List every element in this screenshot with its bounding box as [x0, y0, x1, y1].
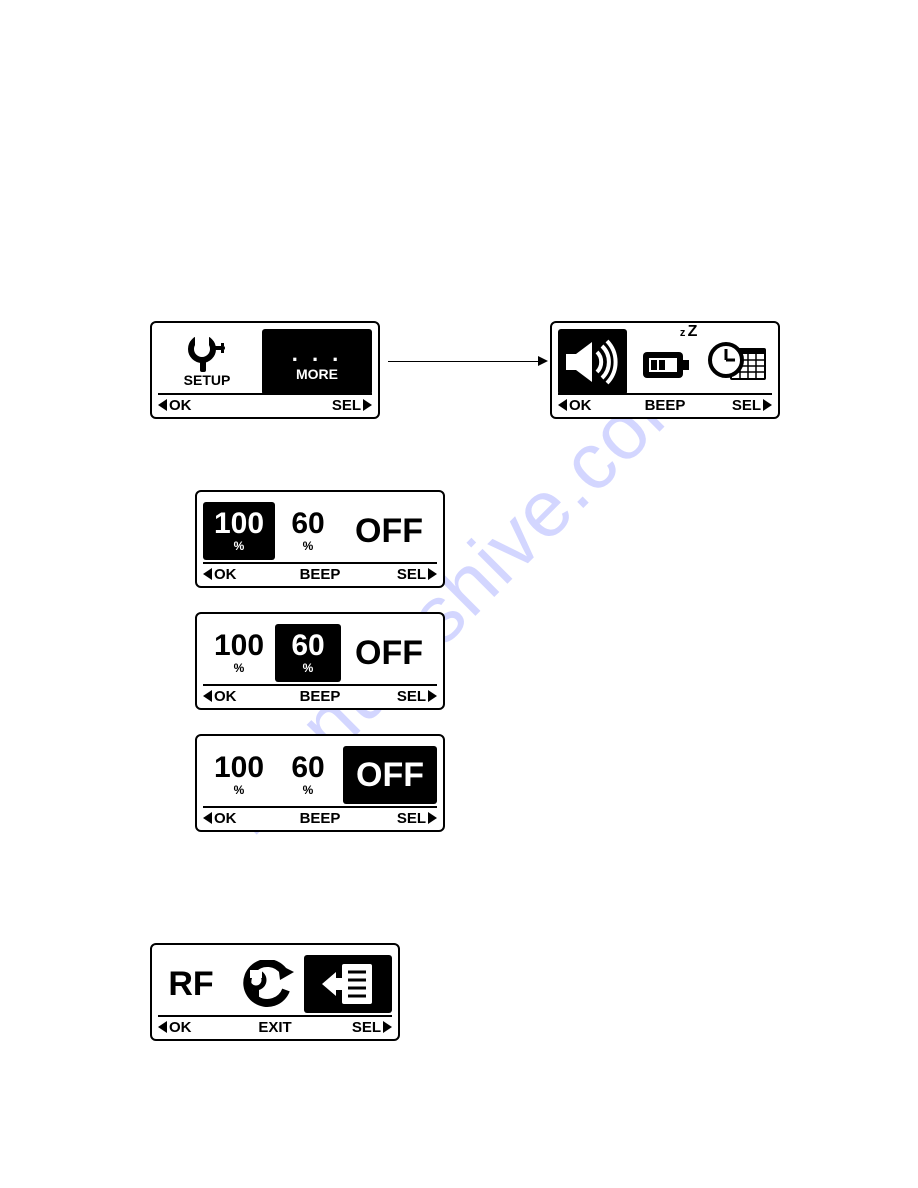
speaker-tile[interactable]: [558, 329, 627, 395]
val-off: OFF: [356, 756, 424, 795]
sleep-tile[interactable]: z Z: [631, 329, 700, 395]
unit-60: %: [303, 783, 314, 797]
rf-tile[interactable]: RF: [158, 955, 224, 1013]
val-100: 100: [214, 509, 264, 539]
unit-100: %: [234, 783, 245, 797]
sel-label[interactable]: SEL: [332, 397, 372, 414]
panel-beep-100: 100 % 60 % OFF OK BEEP SEL: [195, 490, 445, 588]
more-icon: . . .: [292, 342, 343, 366]
flow-arrow: [388, 361, 538, 362]
opt-60[interactable]: 60 %: [275, 746, 341, 804]
unit-100: %: [234, 661, 245, 675]
panel-footer: OK SEL: [158, 395, 372, 415]
sel-label[interactable]: SEL: [732, 397, 772, 414]
clock-tile[interactable]: [703, 329, 772, 395]
panel-beep-60: 100 % 60 % OFF OK BEEP SEL: [195, 612, 445, 710]
panel-rf-exit: RF: [150, 943, 400, 1041]
more-tile[interactable]: . . . MORE: [262, 329, 372, 395]
opt-100[interactable]: 100 %: [203, 746, 275, 804]
more-label: MORE: [296, 366, 338, 382]
rf-label: RF: [168, 965, 213, 1004]
panel-more-icons: z Z: [550, 321, 780, 419]
panel-footer: OK BEEP SEL: [558, 395, 772, 415]
setup-label: SETUP: [184, 372, 231, 388]
sel-label[interactable]: SEL: [352, 1019, 392, 1036]
sel-label[interactable]: SEL: [397, 566, 437, 583]
panel-footer: OK BEEP SEL: [203, 686, 437, 706]
flow-arrow-head: [538, 356, 548, 366]
unit-60: %: [303, 539, 314, 553]
speaker-icon: [564, 338, 620, 386]
clock-calendar-icon: [708, 338, 768, 386]
exit-doc-icon: [318, 960, 378, 1008]
val-60: 60: [291, 631, 324, 661]
ok-label[interactable]: OK: [158, 397, 192, 414]
unit-100: %: [234, 539, 245, 553]
sleep-battery-icon: [637, 338, 693, 386]
val-60: 60: [291, 753, 324, 783]
val-100: 100: [214, 631, 264, 661]
exit-tile[interactable]: [304, 955, 392, 1013]
val-60: 60: [291, 509, 324, 539]
val-100: 100: [214, 753, 264, 783]
setup-tile[interactable]: SETUP: [158, 329, 256, 395]
sleep-z-big: Z: [688, 323, 698, 341]
panel-beep-off: 100 % 60 % OFF OK BEEP SEL: [195, 734, 445, 832]
val-off: OFF: [355, 512, 423, 551]
panel-footer: OK BEEP SEL: [203, 564, 437, 584]
opt-60[interactable]: 60 %: [275, 502, 341, 560]
unit-60: %: [303, 661, 314, 675]
sel-label[interactable]: SEL: [397, 810, 437, 827]
sel-label[interactable]: SEL: [397, 688, 437, 705]
opt-100[interactable]: 100 %: [203, 624, 275, 682]
opt-off[interactable]: OFF: [341, 624, 437, 682]
opt-off[interactable]: OFF: [343, 746, 437, 804]
opt-100[interactable]: 100 %: [203, 502, 275, 560]
val-off: OFF: [355, 634, 423, 673]
panel-footer: OK BEEP SEL: [203, 808, 437, 828]
reset-tile[interactable]: [226, 955, 302, 1013]
opt-off[interactable]: OFF: [341, 502, 437, 560]
panel-setup-more: SETUP . . . MORE OK SEL: [150, 321, 380, 419]
reset-wrench-icon: [232, 960, 296, 1008]
panel-footer: OK EXIT SEL: [158, 1017, 392, 1037]
sleep-z-small: z: [680, 327, 686, 339]
wrench-icon: [185, 336, 229, 372]
opt-60[interactable]: 60 %: [275, 624, 341, 682]
